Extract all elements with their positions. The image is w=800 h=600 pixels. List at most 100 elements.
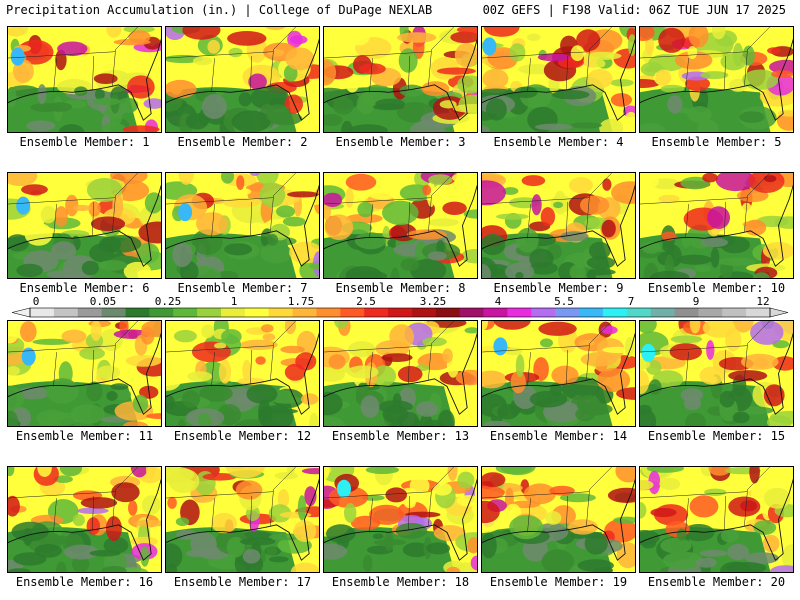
colorbar-tick-label: 0.25 bbox=[155, 296, 182, 308]
precipitation-map bbox=[481, 320, 636, 427]
precipitation-map bbox=[165, 26, 320, 133]
precipitation-map bbox=[7, 320, 162, 427]
ensemble-panel bbox=[165, 466, 320, 573]
ensemble-member-caption: Ensemble Member: 18 bbox=[331, 575, 470, 589]
ensemble-member-caption: Ensemble Member: 16 bbox=[15, 575, 154, 589]
colorbar-swatch bbox=[388, 308, 413, 317]
colorbar-swatch bbox=[722, 308, 747, 317]
colorbar-swatch bbox=[149, 308, 174, 317]
colorbar-swatch bbox=[411, 308, 437, 317]
ensemble-member-caption: Ensemble Member: 2 bbox=[177, 135, 308, 149]
colorbar-swatch bbox=[197, 308, 222, 317]
precipitation-map bbox=[323, 26, 478, 133]
colorbar-swatch bbox=[459, 308, 485, 317]
colorbar-swatch bbox=[602, 308, 628, 317]
colorbar-swatch bbox=[483, 308, 508, 317]
precipitation-map bbox=[7, 172, 162, 279]
colorbar-tick-label: 5.5 bbox=[554, 296, 574, 308]
ensemble-panel bbox=[323, 172, 478, 279]
colorbar-swatch bbox=[101, 308, 126, 317]
precipitation-map bbox=[7, 26, 162, 133]
precipitation-map bbox=[165, 466, 320, 573]
precipitation-colorbar: 0 0.05 0.25 1 1.75 2.5 3.25 4 5.5 7 9 12 bbox=[11, 296, 789, 318]
precipitation-map bbox=[639, 466, 794, 573]
colorbar-swatch bbox=[364, 308, 389, 317]
ensemble-member-caption: Ensemble Member: 12 bbox=[173, 429, 312, 443]
colorbar-end-arrow bbox=[11, 307, 31, 318]
ensemble-panel bbox=[481, 466, 636, 573]
ensemble-panel bbox=[165, 26, 320, 133]
precipitation-map bbox=[481, 26, 636, 133]
ensemble-member-caption: Ensemble Member: 1 bbox=[19, 135, 150, 149]
colorbar-swatch bbox=[173, 308, 198, 317]
precipitation-map bbox=[165, 320, 320, 427]
colorbar-swatch bbox=[268, 308, 294, 317]
ensemble-member-caption: Ensemble Member: 7 bbox=[177, 281, 308, 295]
ensemble-member-caption: Ensemble Member: 11 bbox=[15, 429, 154, 443]
colorbar-swatch bbox=[746, 308, 771, 317]
ensemble-panel bbox=[323, 26, 478, 133]
colorbar-swatch bbox=[77, 308, 103, 317]
colorbar-swatch bbox=[507, 308, 532, 317]
colorbar-swatch bbox=[555, 308, 580, 317]
colorbar-tick-label: 12 bbox=[756, 296, 769, 308]
ensemble-panel bbox=[481, 172, 636, 279]
ensemble-panel bbox=[7, 172, 162, 279]
ensemble-member-caption: Ensemble Member: 8 bbox=[335, 281, 466, 295]
colorbar-swatch bbox=[340, 308, 365, 317]
colorbar-swatch bbox=[244, 308, 270, 317]
ensemble-panel bbox=[639, 320, 794, 427]
run-info: 00Z GEFS | F198 Valid: 06Z TUE JUN 17 20… bbox=[482, 3, 786, 17]
precipitation-map bbox=[481, 466, 636, 573]
colorbar-swatch bbox=[531, 308, 556, 317]
colorbar-swatch bbox=[674, 308, 699, 317]
ensemble-panel bbox=[481, 26, 636, 133]
ensemble-panel bbox=[7, 320, 162, 427]
ensemble-member-caption: Ensemble Member: 15 bbox=[647, 429, 786, 443]
precipitation-map bbox=[481, 172, 636, 279]
colorbar-tick-label: 4 bbox=[495, 296, 502, 308]
colorbar-tick-label: 1.75 bbox=[288, 296, 315, 308]
ensemble-member-caption: Ensemble Member: 20 bbox=[647, 575, 786, 589]
ensemble-panel bbox=[7, 26, 162, 133]
ensemble-member-caption: Ensemble Member: 14 bbox=[489, 429, 628, 443]
ensemble-member-caption: Ensemble Member: 3 bbox=[335, 135, 466, 149]
colorbar-tick-label: 0 bbox=[33, 296, 40, 308]
colorbar-swatch bbox=[698, 308, 723, 317]
ensemble-panel bbox=[323, 320, 478, 427]
colorbar-swatch bbox=[53, 308, 79, 317]
colorbar-swatch bbox=[316, 308, 341, 317]
colorbar-swatch bbox=[292, 308, 317, 317]
precipitation-map bbox=[323, 172, 478, 279]
ensemble-panel bbox=[7, 466, 162, 573]
colorbar-swatch bbox=[125, 308, 150, 317]
map-title: Precipitation Accumulation (in.) | Colle… bbox=[6, 3, 433, 17]
colorbar-swatch bbox=[626, 308, 652, 317]
colorbar-swatch bbox=[30, 308, 55, 317]
colorbar-swatch bbox=[579, 308, 604, 317]
colorbar-tick-label: 9 bbox=[693, 296, 700, 308]
colorbar-tick-label: 3.25 bbox=[420, 296, 447, 308]
colorbar-end-arrow bbox=[769, 307, 789, 318]
precipitation-map bbox=[639, 26, 794, 133]
colorbar-tick-label: 1 bbox=[231, 296, 238, 308]
ensemble-member-caption: Ensemble Member: 19 bbox=[489, 575, 628, 589]
precipitation-map bbox=[165, 172, 320, 279]
ensemble-panel bbox=[639, 466, 794, 573]
ensemble-panel bbox=[165, 320, 320, 427]
colorbar-tick-label: 0.05 bbox=[90, 296, 117, 308]
colorbar-swatch bbox=[220, 308, 246, 317]
ensemble-member-caption: Ensemble Member: 9 bbox=[493, 281, 624, 295]
ensemble-member-caption: Ensemble Member: 13 bbox=[331, 429, 470, 443]
ensemble-panel bbox=[639, 26, 794, 133]
colorbar-tick-label: 2.5 bbox=[356, 296, 376, 308]
precipitation-map bbox=[323, 320, 478, 427]
ensemble-panel bbox=[639, 172, 794, 279]
ensemble-member-caption: Ensemble Member: 4 bbox=[493, 135, 624, 149]
ensemble-member-caption: Ensemble Member: 10 bbox=[647, 281, 786, 295]
ensemble-member-caption: Ensemble Member: 6 bbox=[19, 281, 150, 295]
precipitation-map bbox=[639, 320, 794, 427]
ensemble-member-caption: Ensemble Member: 5 bbox=[651, 135, 782, 149]
ensemble-member-caption: Ensemble Member: 17 bbox=[173, 575, 312, 589]
colorbar-swatch bbox=[435, 308, 461, 317]
